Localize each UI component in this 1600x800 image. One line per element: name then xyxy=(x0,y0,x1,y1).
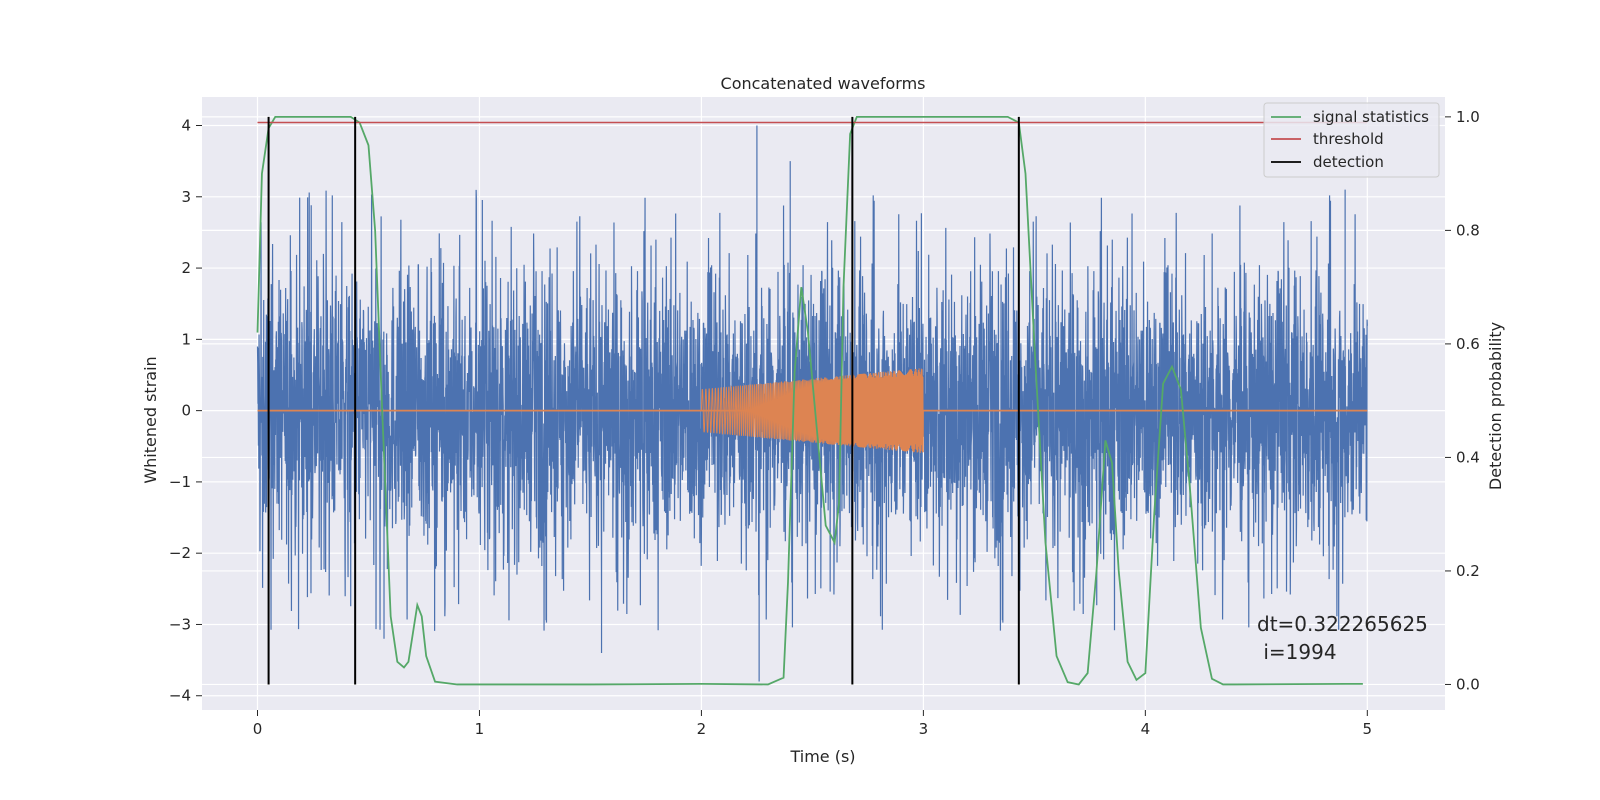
series-signal-statistics xyxy=(256,115,1363,686)
series-injected-waveform xyxy=(700,368,924,453)
legend-label-detection: detection xyxy=(1313,153,1384,171)
x-tick-label: 4 xyxy=(1141,720,1151,738)
legend: signal statistics threshold detection xyxy=(1263,102,1440,178)
left-y-tick-label: −2 xyxy=(169,544,191,562)
legend-label-threshold: threshold xyxy=(1313,130,1384,148)
x-tick-label: 1 xyxy=(475,720,485,738)
right-y-tick-label: 1.0 xyxy=(1456,108,1480,126)
left-y-tick-label: 4 xyxy=(181,117,191,135)
right-y-tick-label: 0.8 xyxy=(1456,221,1480,239)
series-noise xyxy=(256,125,1368,682)
series-detection xyxy=(267,116,1020,685)
annotation-line-1: dt=0.322265625 xyxy=(1257,612,1428,636)
left-y-tick-label: 3 xyxy=(181,188,191,206)
right-y-tick-label: 0.2 xyxy=(1456,562,1480,580)
left-y-tick-label: −3 xyxy=(169,615,191,633)
annotation-line-2: i=1994 xyxy=(1257,640,1337,664)
annotation: dt=0.322265625 i=1994 xyxy=(1257,612,1428,664)
left-y-tick-label: −1 xyxy=(169,473,191,491)
x-axis-ticks: 0 1 2 3 4 5 xyxy=(253,710,1372,738)
x-axis-label: Time (s) xyxy=(789,747,855,766)
left-y-axis-label: Whitened strain xyxy=(141,356,160,483)
right-y-tick-label: 0.6 xyxy=(1456,335,1480,353)
x-tick-label: 3 xyxy=(919,720,929,738)
x-tick-label: 2 xyxy=(697,720,707,738)
left-y-axis-ticks: −4 −3 −2 −1 0 1 2 3 4 xyxy=(169,117,202,705)
x-tick-label: 0 xyxy=(253,720,263,738)
right-y-tick-label: 0.0 xyxy=(1456,675,1480,693)
right-y-tick-label: 0.4 xyxy=(1456,448,1480,466)
legend-label-signal-statistics: signal statistics xyxy=(1313,108,1429,126)
right-y-axis-label: Detection probability xyxy=(1486,322,1505,490)
x-tick-label: 5 xyxy=(1363,720,1373,738)
legend-box xyxy=(1263,102,1440,178)
chart-title: Concatenated waveforms xyxy=(721,74,926,93)
left-y-tick-label: 0 xyxy=(181,402,191,420)
left-y-tick-label: 2 xyxy=(181,259,191,277)
left-y-tick-label: −4 xyxy=(169,687,191,705)
right-y-axis-ticks: 0.0 0.2 0.4 0.6 0.8 1.0 xyxy=(1445,108,1480,693)
left-y-tick-label: 1 xyxy=(181,330,191,348)
